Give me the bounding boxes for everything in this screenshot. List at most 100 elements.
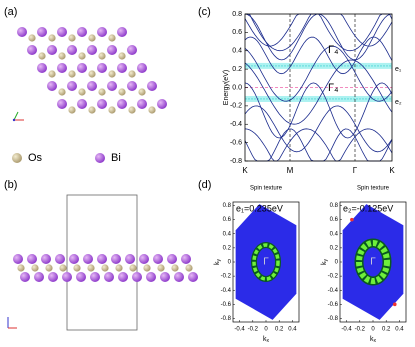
bi-atom [67, 81, 77, 91]
bi-atom [139, 254, 149, 264]
os-atom [88, 34, 96, 42]
bi-atom [153, 254, 163, 264]
os-atom [128, 106, 136, 114]
bi-atom [125, 254, 135, 264]
y-tick-label: -0.6 [328, 302, 339, 308]
y-tick-label: -0.4 [230, 121, 242, 128]
band [244, 128, 393, 162]
bi-atom [167, 254, 177, 264]
label-sub: y [323, 259, 329, 262]
bi-atom [147, 81, 157, 91]
os-atom [118, 88, 126, 96]
bi-atom [41, 254, 51, 264]
os-atom [185, 264, 193, 272]
os-atom [48, 70, 56, 78]
bi-atom [90, 272, 100, 282]
os-atom [28, 34, 36, 42]
bi-atom [37, 63, 47, 73]
bi-atom [181, 254, 191, 264]
brillouin-zone [342, 204, 404, 320]
bi-atom [137, 99, 147, 109]
band [244, 45, 393, 102]
bi-atom [20, 272, 30, 282]
os-atom [88, 106, 96, 114]
bi-atom [160, 272, 170, 282]
os-atom [68, 106, 76, 114]
brillouin-zone [235, 204, 297, 320]
bi-atom [77, 99, 87, 109]
os-atom [68, 34, 76, 42]
y-tick-label: -0.2 [328, 274, 339, 280]
bi-atom [157, 99, 167, 109]
axes-icon [7, 317, 17, 329]
bi-atom [62, 272, 72, 282]
bi-atom [117, 99, 127, 109]
bi-atom [37, 27, 47, 37]
panel-label: (c) [198, 6, 211, 18]
os-atom [138, 88, 146, 96]
bi-atom [48, 272, 58, 282]
bi-atom [104, 272, 114, 282]
label-main: k [370, 336, 374, 343]
side-view-structure [13, 254, 198, 282]
bi-atom [117, 63, 127, 73]
os-atom [98, 52, 106, 60]
os-atom [98, 88, 106, 96]
y-tick-label: 0.2 [223, 245, 232, 251]
y-tick-label: -0.6 [221, 302, 232, 308]
bi-atom [67, 45, 77, 55]
legend-swatch [95, 153, 105, 163]
bi-atom [77, 27, 87, 37]
os-atom [58, 52, 66, 60]
bi-atom [97, 99, 107, 109]
bi-atom [55, 254, 65, 264]
bi-atom [47, 81, 57, 91]
y-tick-label: 0.2 [232, 66, 242, 73]
bi-atom [127, 81, 137, 91]
level-label: e₁ [395, 66, 402, 73]
bi-atom [188, 272, 198, 282]
os-atom [157, 264, 165, 272]
band [244, 36, 393, 75]
os-atom [45, 264, 53, 272]
x-tick-label: -0.4 [341, 327, 352, 333]
bi-atom [87, 45, 97, 55]
center-label: Γ [370, 257, 376, 268]
k-point-label: M [287, 166, 294, 175]
bi-atom [27, 254, 37, 264]
os-atom [108, 34, 116, 42]
y-tick-label: -0.8 [221, 316, 232, 322]
k-point-label: Γ [353, 166, 358, 175]
x-tick-label: -0.4 [234, 327, 245, 333]
x-axis-label: kx [370, 336, 377, 344]
y-tick-label: 0.8 [223, 203, 232, 209]
y-tick-label: 0 [228, 260, 232, 266]
band [244, 13, 393, 47]
band [245, 13, 393, 52]
bi-atom [132, 272, 142, 282]
level-label: e₂ [395, 99, 402, 106]
plot-title: Spin texture [357, 186, 390, 192]
bi-atom [146, 272, 156, 282]
os-atom [108, 70, 116, 78]
bi-atom [97, 27, 107, 37]
axes-icon [12, 111, 24, 122]
spin-marker [350, 217, 354, 222]
y-tick-label: 0.8 [232, 11, 242, 18]
y-tick-label: 0.4 [223, 231, 232, 237]
os-atom [48, 34, 56, 42]
y-tick-label: 0.6 [223, 217, 232, 223]
os-atom [78, 88, 86, 96]
bi-atom [111, 254, 121, 264]
bi-atom [76, 272, 86, 282]
os-atom [148, 106, 156, 114]
bi-atom [174, 272, 184, 282]
os-atom [129, 264, 137, 272]
os-atom [171, 264, 179, 272]
band [244, 59, 393, 125]
band [244, 128, 393, 162]
y-tick-label: 0.6 [330, 217, 339, 223]
unit-cell [66, 194, 138, 331]
